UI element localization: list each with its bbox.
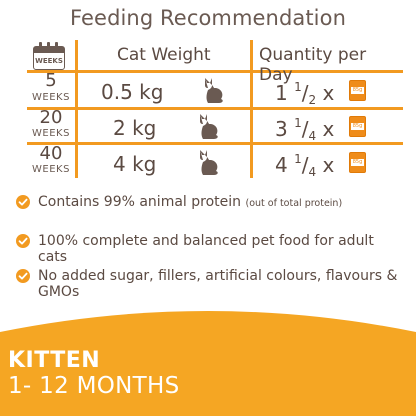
cat-icon <box>200 150 218 175</box>
qty-times: x <box>322 117 335 141</box>
bullet-text: No added sugar, fillers, artificial colo… <box>38 268 398 284</box>
pouch-label: 85g <box>351 159 364 166</box>
table-divider <box>27 70 403 73</box>
pouch-icon: 85g <box>349 80 366 101</box>
row-quantity: 4 1/4 x <box>275 152 335 179</box>
feeding-table: WEEKS Cat Weight Quantity per Day 5 WEEK… <box>27 40 403 179</box>
table-divider <box>27 142 403 145</box>
check-icon <box>16 195 30 209</box>
check-icon <box>16 269 30 283</box>
header-cat-weight: Cat Weight <box>117 45 211 65</box>
row-weeks-label: WEEKS <box>32 128 70 139</box>
header-quantity-per-day: Quantity per Day <box>259 45 367 85</box>
banner-subtitle: 1- 12 MONTHS <box>8 373 180 399</box>
calendar-label: WEEKS <box>35 57 63 65</box>
bullet-text: Contains 99% animal protein <box>38 194 242 210</box>
cat-icon <box>200 114 218 139</box>
row-weeks: 20 <box>39 107 63 128</box>
pouch-icon: 85g <box>349 116 366 137</box>
qty-denominator: 2 <box>308 93 317 107</box>
pouch-label: 85g <box>351 87 364 94</box>
bullet-text-continued: GMOs <box>38 284 80 300</box>
page-title: Feeding Recommendation <box>70 6 346 30</box>
qty-times: x <box>322 153 335 177</box>
qty-denominator: 4 <box>308 129 317 143</box>
row-weeks: 40 <box>39 143 63 164</box>
row-weeks-label: WEEKS <box>32 92 70 103</box>
pouch-label: 85g <box>351 123 364 130</box>
qty-numerator: 1 <box>294 80 302 94</box>
qty-whole: 3 <box>275 117 288 141</box>
calendar-icon: WEEKS <box>33 42 65 70</box>
row-weight: 0.5 kg <box>101 80 164 104</box>
check-icon <box>16 234 30 248</box>
row-weight: 4 kg <box>113 152 157 176</box>
qty-whole: 4 <box>275 153 288 177</box>
pouch-icon: 85g <box>349 152 366 173</box>
qty-denominator: 4 <box>308 165 317 179</box>
cat-icon <box>205 78 223 103</box>
bullet-text: 100% complete and balanced pet food for … <box>38 233 374 265</box>
row-quantity: 1 1/2 x <box>275 80 335 107</box>
qty-whole: 1 <box>275 81 288 105</box>
bullet-note: (out of total protein) <box>245 198 343 209</box>
qty-numerator: 1 <box>294 116 302 130</box>
table-divider <box>27 107 403 110</box>
row-weight: 2 kg <box>113 116 157 140</box>
qty-times: x <box>322 81 335 105</box>
row-quantity: 3 1/4 x <box>275 116 335 143</box>
row-weeks-label: WEEKS <box>32 164 70 175</box>
qty-numerator: 1 <box>294 152 302 166</box>
row-weeks: 5 <box>45 70 57 91</box>
banner-title: KITTEN <box>8 348 101 373</box>
